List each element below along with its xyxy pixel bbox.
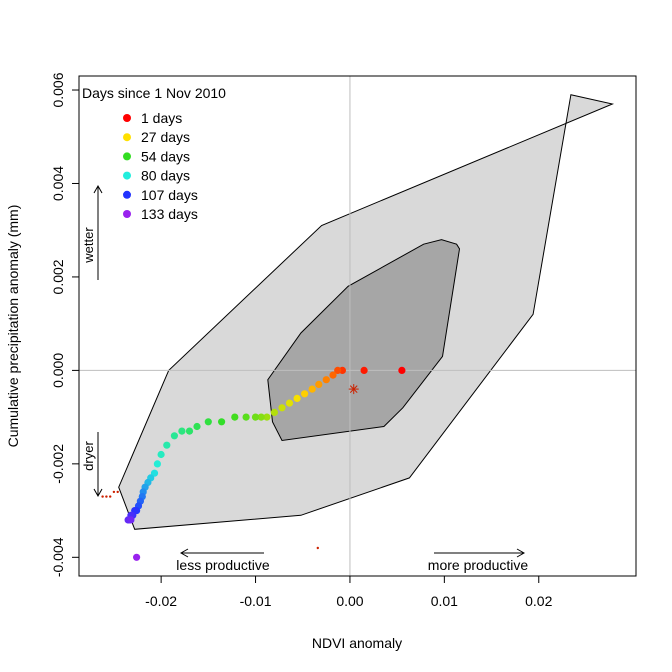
y-axis-label: Cumulative precipitation anomaly (mm) — [5, 205, 21, 448]
wetter-arrowhead — [93, 184, 103, 194]
data-point-s0-4 — [329, 371, 337, 379]
data-point-s1-1 — [105, 495, 108, 498]
data-point-s0-3 — [334, 366, 342, 374]
data-point-s1-0 — [101, 495, 104, 498]
y-tick-label: 0.006 — [50, 72, 66, 107]
dryer-arrowhead — [93, 488, 103, 498]
data-point-s0-1 — [360, 366, 368, 374]
legend-label: 54 days — [141, 148, 190, 164]
center-marker-stroke-3 — [349, 385, 358, 393]
dryer-annotation: dryer — [81, 432, 103, 498]
data-point-s0-9 — [293, 394, 301, 402]
data-point-s0-6 — [315, 380, 323, 388]
data-point-s0-11 — [278, 404, 286, 412]
data-points — [101, 366, 406, 561]
y-tick-label: 0.000 — [50, 353, 66, 388]
legend-swatch — [123, 210, 131, 218]
data-point-s0-22 — [178, 427, 186, 435]
data-point-s1-4 — [116, 490, 119, 494]
legend-label: 133 days — [141, 206, 198, 222]
data-point-s0-21 — [185, 427, 194, 435]
legend-swatch — [123, 152, 131, 161]
wetter-label: wetter — [81, 227, 96, 264]
data-point-s0-7 — [308, 385, 316, 393]
wetter-annotation: wetter — [81, 184, 103, 280]
legend-swatch — [123, 171, 131, 180]
legend-label: 1 days — [141, 110, 182, 126]
x-tick-label: 0.01 — [431, 593, 458, 609]
more-productive-annotation: more productive — [428, 548, 529, 573]
data-point-s0-17 — [231, 413, 239, 421]
x-axis-label: NDVI anomaly — [312, 635, 402, 651]
data-point-s0-26 — [153, 460, 161, 468]
legend-label: 80 days — [141, 168, 190, 184]
legend-swatch — [123, 114, 131, 122]
data-point-s0-15 — [251, 413, 260, 421]
legend-swatch — [123, 133, 131, 142]
data-point-s1-5 — [316, 546, 319, 550]
less-productive-label: less productive — [176, 557, 270, 573]
data-point-s0-20 — [193, 422, 201, 431]
data-point-s1-2 — [109, 495, 112, 498]
data-point-s0-18 — [218, 418, 226, 426]
data-point-s0-24 — [163, 441, 171, 449]
data-point-s0-0 — [398, 366, 406, 374]
less-productive-annotation: less productive — [176, 548, 270, 573]
legend-swatch — [123, 190, 131, 199]
inner-region — [267, 239, 461, 442]
data-point-s0-23 — [170, 432, 178, 440]
data-point-s2-0 — [133, 553, 141, 561]
more-productive-arrowhead — [516, 548, 526, 558]
data-point-s0-14 — [257, 413, 265, 421]
data-point-s1-3 — [112, 490, 116, 494]
x-tick-label: 0.00 — [336, 593, 363, 609]
x-axis: -0.02 -0.01 0.00 0.01 0.02 — [145, 575, 553, 609]
legend-title: Days since 1 Nov 2010 — [82, 85, 226, 101]
data-point-s0-19 — [204, 418, 212, 426]
less-productive-arrowhead — [179, 548, 189, 558]
data-point-s0-25 — [157, 450, 165, 459]
data-point-s0-5 — [322, 376, 330, 384]
x-tick-label: -0.02 — [145, 593, 177, 609]
more-productive-label: more productive — [428, 557, 529, 573]
legend: Days since 1 Nov 2010 1 days 27 days 54 da… — [82, 85, 226, 222]
data-point-s0-10 — [285, 399, 294, 407]
dryer-label: dryer — [81, 441, 96, 471]
y-tick-label: 0.004 — [50, 166, 66, 201]
data-point-s0-12 — [270, 408, 278, 416]
data-point-s0-16 — [242, 413, 250, 421]
data-point-s0-41 — [127, 516, 135, 524]
y-axis: -0.004 -0.002 0.000 0.002 0.004 0.006 — [50, 72, 80, 577]
x-tick-label: 0.02 — [525, 593, 552, 609]
center-marker — [348, 384, 359, 395]
y-tick-label: 0.002 — [50, 259, 66, 294]
legend-label: 27 days — [141, 129, 190, 145]
data-point-s0-8 — [301, 390, 309, 398]
legend-label: 107 days — [141, 187, 198, 203]
data-point-s0-13 — [263, 413, 271, 421]
y-tick-label: -0.004 — [50, 537, 66, 577]
x-tick-label: -0.01 — [240, 593, 272, 609]
y-tick-label: -0.002 — [50, 444, 66, 484]
